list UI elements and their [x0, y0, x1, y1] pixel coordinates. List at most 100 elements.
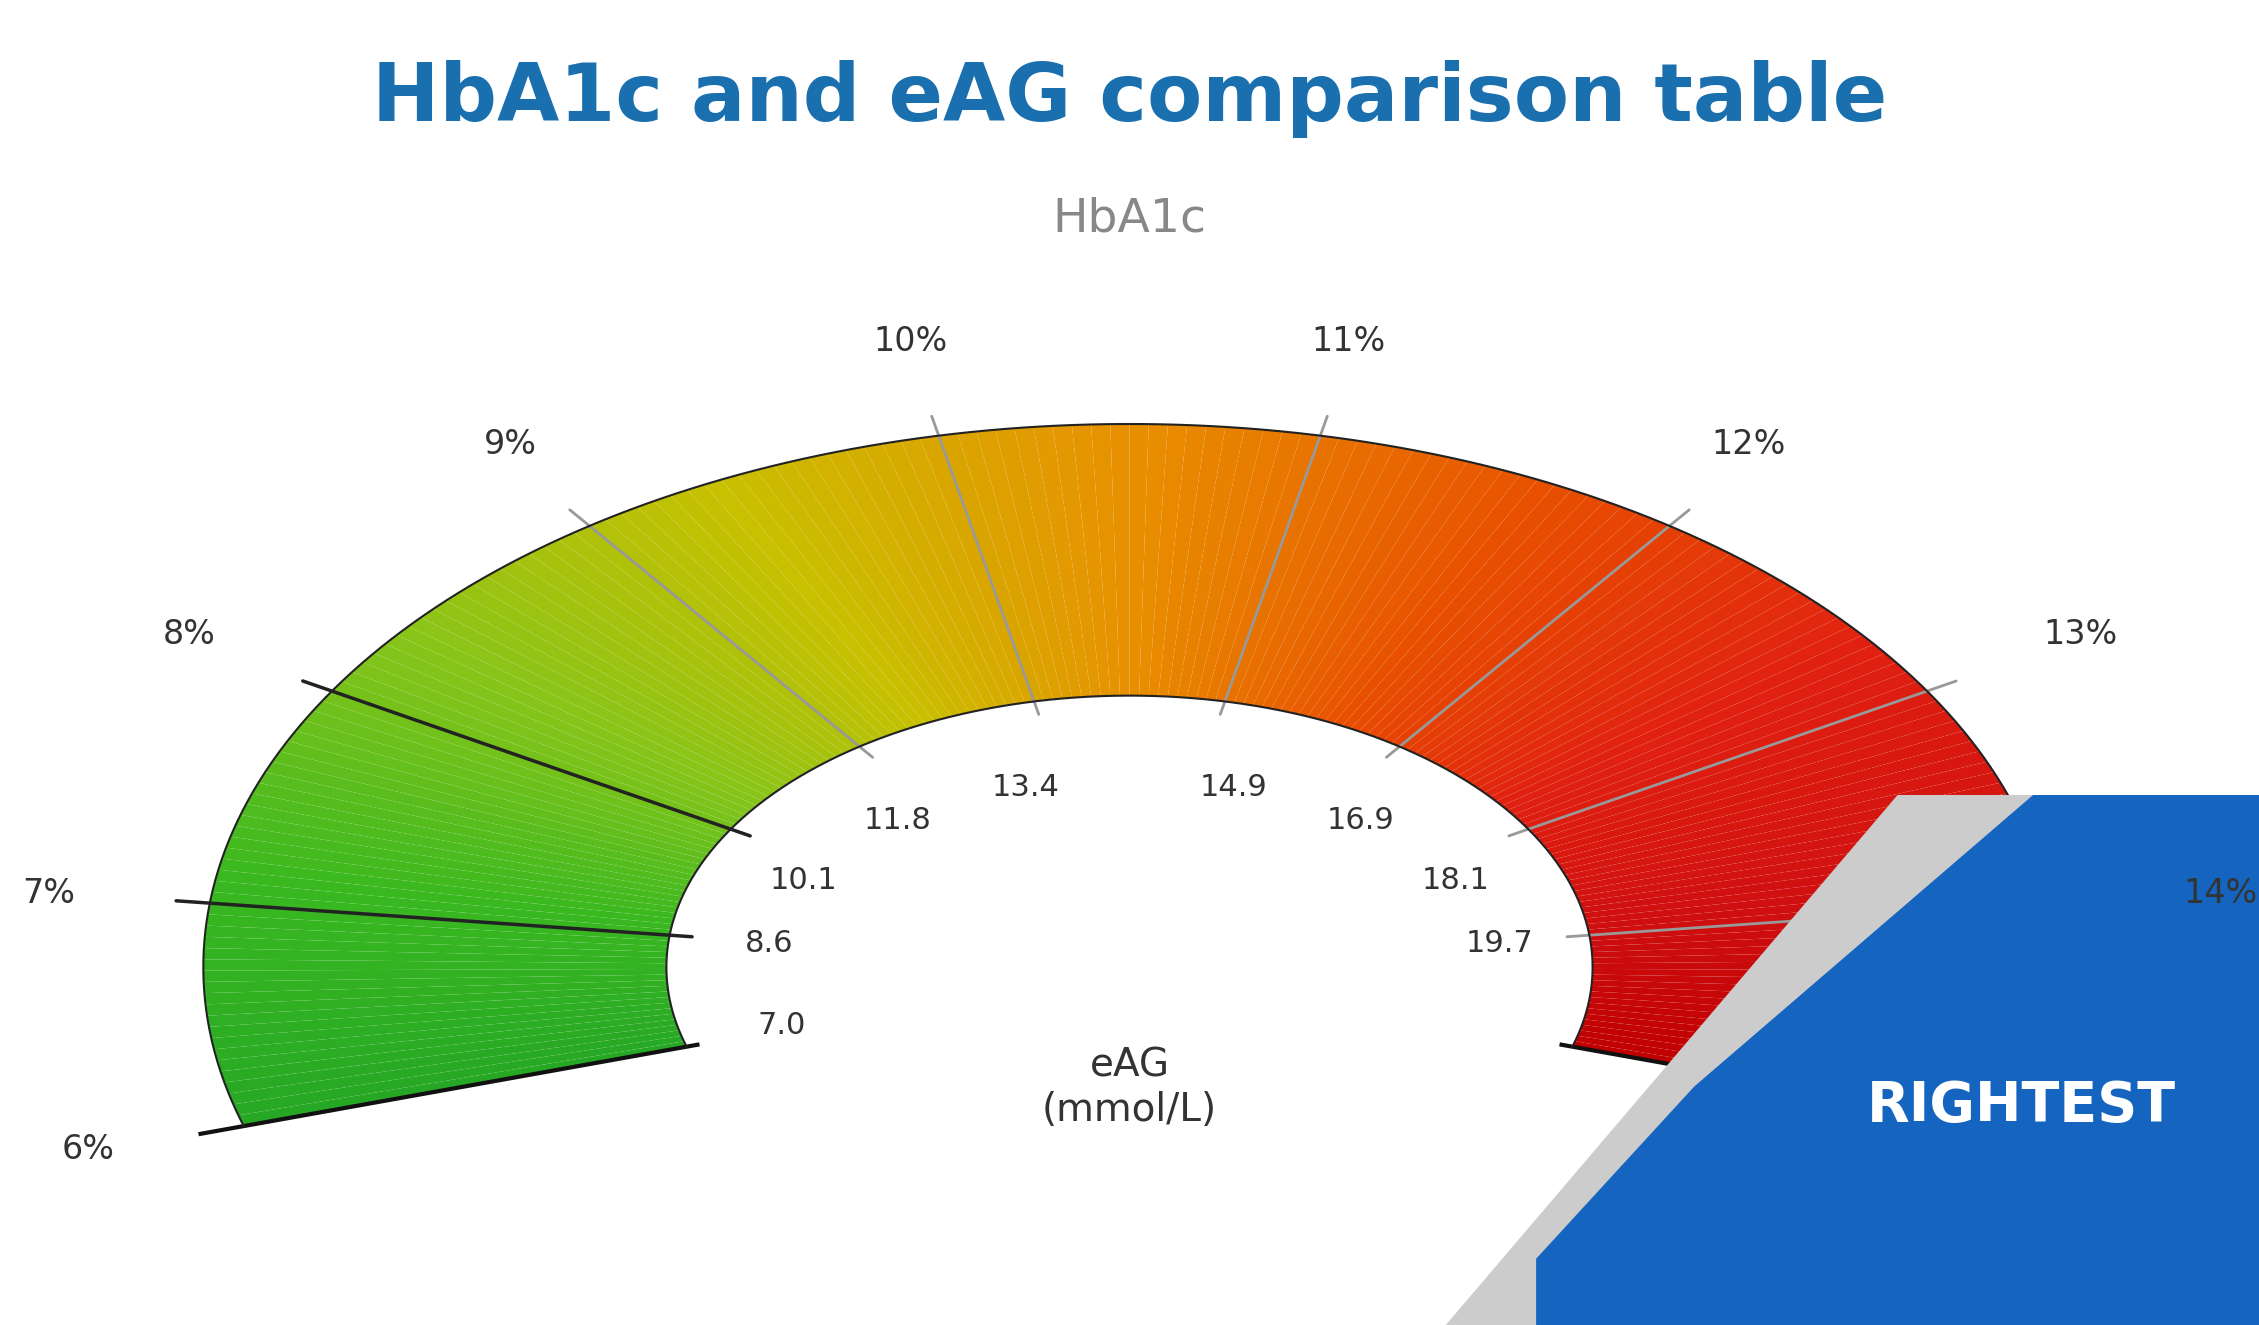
Wedge shape: [271, 751, 705, 864]
Wedge shape: [1579, 836, 2033, 908]
Wedge shape: [224, 1024, 680, 1093]
Wedge shape: [1577, 825, 2029, 902]
Wedge shape: [1215, 433, 1319, 701]
Wedge shape: [1593, 969, 2056, 982]
Wedge shape: [1484, 617, 1850, 796]
Wedge shape: [203, 975, 666, 994]
Wedge shape: [1150, 424, 1188, 696]
Wedge shape: [976, 429, 1062, 700]
Wedge shape: [1392, 519, 1669, 746]
Wedge shape: [1547, 731, 1972, 855]
Wedge shape: [1263, 447, 1414, 709]
Text: 6%: 6%: [61, 1133, 115, 1166]
Wedge shape: [212, 881, 673, 930]
Wedge shape: [1572, 804, 2020, 892]
Text: 9%: 9%: [483, 428, 538, 461]
Wedge shape: [1197, 429, 1283, 700]
Wedge shape: [246, 794, 691, 885]
Wedge shape: [515, 554, 829, 765]
Wedge shape: [208, 996, 671, 1037]
Text: 7%: 7%: [23, 877, 75, 910]
Wedge shape: [1376, 507, 1638, 741]
Wedge shape: [1572, 1041, 2020, 1126]
Wedge shape: [1575, 815, 2024, 897]
Wedge shape: [1559, 762, 1995, 869]
Wedge shape: [1502, 644, 1886, 811]
Wedge shape: [1577, 1031, 2031, 1105]
Wedge shape: [459, 584, 802, 780]
Wedge shape: [1457, 584, 1800, 780]
Wedge shape: [1224, 436, 1340, 702]
Wedge shape: [364, 653, 752, 815]
Wedge shape: [221, 848, 678, 913]
Wedge shape: [233, 1036, 684, 1116]
Text: 12%: 12%: [1712, 428, 1787, 461]
Wedge shape: [409, 617, 775, 796]
Wedge shape: [1581, 848, 2038, 913]
Wedge shape: [1586, 881, 2047, 930]
Wedge shape: [1586, 869, 2044, 924]
Wedge shape: [1586, 1008, 2044, 1060]
Text: 7.0: 7.0: [757, 1011, 806, 1040]
Wedge shape: [1071, 424, 1109, 696]
Wedge shape: [1091, 424, 1120, 696]
Wedge shape: [1233, 439, 1358, 704]
Wedge shape: [323, 692, 730, 833]
Wedge shape: [1430, 554, 1744, 765]
Wedge shape: [1130, 424, 1150, 696]
Wedge shape: [206, 986, 669, 1016]
Wedge shape: [1342, 485, 1572, 729]
Wedge shape: [384, 635, 764, 806]
Wedge shape: [1590, 991, 2051, 1027]
Wedge shape: [287, 731, 712, 855]
Wedge shape: [1495, 635, 1875, 806]
Wedge shape: [280, 741, 709, 860]
Wedge shape: [1568, 794, 2013, 885]
Wedge shape: [1272, 451, 1432, 710]
Wedge shape: [1590, 926, 2053, 953]
Wedge shape: [1053, 425, 1100, 697]
Wedge shape: [1514, 662, 1907, 820]
Text: 10%: 10%: [874, 325, 949, 358]
Wedge shape: [687, 485, 917, 729]
Wedge shape: [1177, 427, 1245, 698]
Polygon shape: [1536, 795, 2259, 1325]
Wedge shape: [621, 507, 883, 741]
Wedge shape: [1437, 560, 1760, 768]
Wedge shape: [958, 432, 1053, 701]
Text: 13.4: 13.4: [992, 772, 1059, 802]
Wedge shape: [1450, 576, 1787, 775]
Wedge shape: [420, 610, 782, 792]
Wedge shape: [221, 1019, 678, 1083]
Wedge shape: [1385, 513, 1654, 743]
Wedge shape: [1290, 457, 1468, 714]
Wedge shape: [1584, 859, 2040, 918]
Wedge shape: [1326, 474, 1538, 723]
Wedge shape: [605, 513, 874, 743]
Wedge shape: [203, 969, 666, 982]
Wedge shape: [203, 937, 666, 958]
Wedge shape: [373, 644, 757, 811]
Wedge shape: [1159, 425, 1206, 697]
Wedge shape: [590, 519, 867, 746]
Text: HbA1c and eAG comparison table: HbA1c and eAG comparison table: [373, 60, 1886, 138]
Wedge shape: [1575, 1036, 2026, 1116]
Wedge shape: [1590, 986, 2053, 1016]
Wedge shape: [226, 836, 680, 908]
Text: 18.1: 18.1: [1421, 867, 1489, 896]
Wedge shape: [258, 772, 698, 874]
Wedge shape: [883, 441, 1014, 705]
Wedge shape: [574, 526, 858, 750]
Wedge shape: [203, 959, 666, 971]
Wedge shape: [398, 627, 768, 802]
Wedge shape: [827, 451, 987, 710]
Wedge shape: [1579, 1024, 2035, 1093]
Wedge shape: [845, 447, 996, 709]
Wedge shape: [996, 428, 1073, 698]
Wedge shape: [1281, 453, 1450, 713]
Text: 11%: 11%: [1310, 325, 1385, 358]
Wedge shape: [1360, 496, 1606, 734]
Wedge shape: [239, 1041, 687, 1126]
Wedge shape: [940, 433, 1044, 701]
Wedge shape: [1477, 610, 1839, 792]
